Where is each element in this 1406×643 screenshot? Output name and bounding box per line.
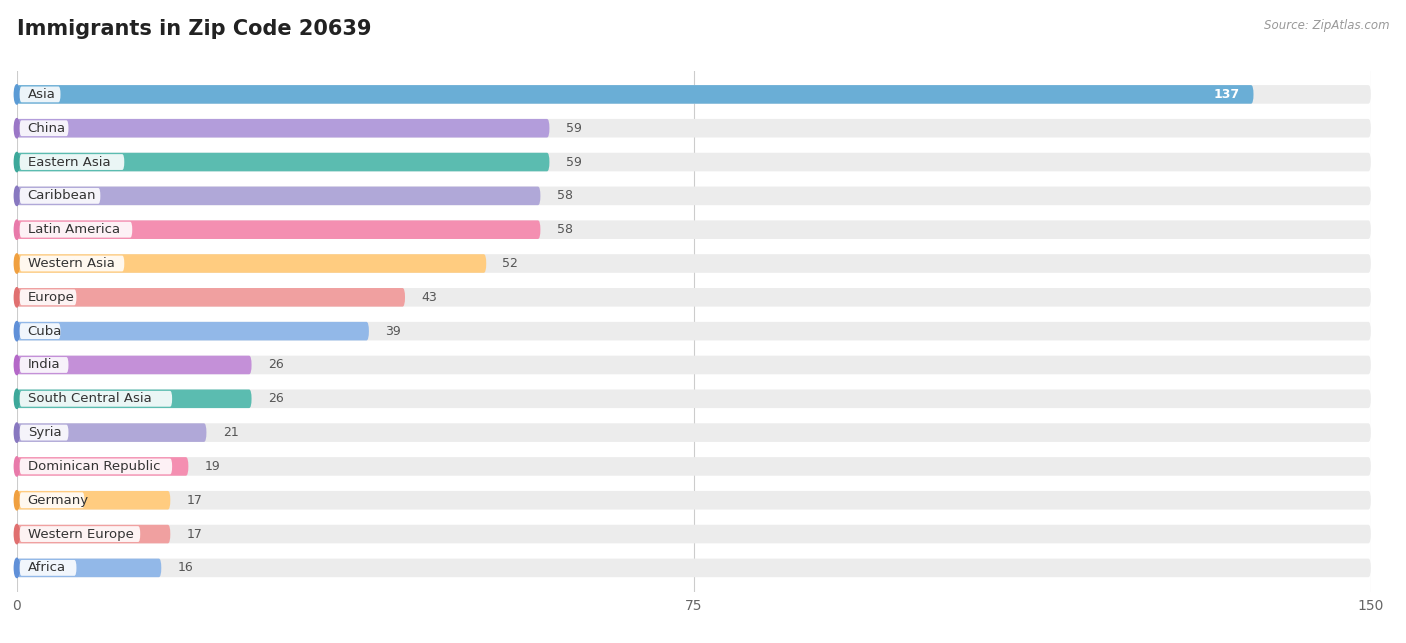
Text: 137: 137 <box>1213 88 1240 101</box>
Text: 26: 26 <box>267 358 284 372</box>
FancyBboxPatch shape <box>17 423 207 442</box>
FancyBboxPatch shape <box>17 186 540 205</box>
FancyBboxPatch shape <box>17 254 1371 273</box>
FancyBboxPatch shape <box>17 119 550 138</box>
Circle shape <box>14 389 20 408</box>
FancyBboxPatch shape <box>17 559 162 577</box>
FancyBboxPatch shape <box>17 288 1371 307</box>
Circle shape <box>14 287 20 307</box>
FancyBboxPatch shape <box>17 322 368 340</box>
FancyBboxPatch shape <box>17 525 1371 543</box>
Circle shape <box>14 457 20 476</box>
FancyBboxPatch shape <box>20 391 172 406</box>
Text: Western Europe: Western Europe <box>28 527 134 541</box>
FancyBboxPatch shape <box>17 423 1371 442</box>
FancyBboxPatch shape <box>17 390 1371 408</box>
FancyBboxPatch shape <box>17 491 170 509</box>
Circle shape <box>14 558 20 577</box>
Text: South Central Asia: South Central Asia <box>28 392 152 405</box>
FancyBboxPatch shape <box>17 153 1371 171</box>
FancyBboxPatch shape <box>20 323 60 339</box>
Text: 16: 16 <box>177 561 193 574</box>
Text: Eastern Asia: Eastern Asia <box>28 156 110 168</box>
FancyBboxPatch shape <box>20 256 124 271</box>
Text: 58: 58 <box>557 223 572 236</box>
FancyBboxPatch shape <box>17 153 550 171</box>
FancyBboxPatch shape <box>20 458 172 475</box>
Text: 59: 59 <box>565 122 582 135</box>
FancyBboxPatch shape <box>17 85 1371 104</box>
Text: 58: 58 <box>557 190 572 203</box>
FancyBboxPatch shape <box>20 222 132 238</box>
Circle shape <box>14 423 20 442</box>
Text: 39: 39 <box>385 325 401 338</box>
FancyBboxPatch shape <box>17 221 540 239</box>
Text: 17: 17 <box>187 527 202 541</box>
Text: Germany: Germany <box>28 494 89 507</box>
FancyBboxPatch shape <box>17 525 170 543</box>
Text: Africa: Africa <box>28 561 66 574</box>
Circle shape <box>14 152 20 172</box>
FancyBboxPatch shape <box>17 186 1371 205</box>
FancyBboxPatch shape <box>20 87 60 102</box>
FancyBboxPatch shape <box>20 120 69 136</box>
FancyBboxPatch shape <box>20 526 141 542</box>
Text: Dominican Republic: Dominican Republic <box>28 460 160 473</box>
Text: 21: 21 <box>222 426 239 439</box>
Text: Asia: Asia <box>28 88 56 101</box>
Circle shape <box>14 525 20 544</box>
Circle shape <box>14 322 20 341</box>
Text: Immigrants in Zip Code 20639: Immigrants in Zip Code 20639 <box>17 19 371 39</box>
FancyBboxPatch shape <box>17 119 1371 138</box>
FancyBboxPatch shape <box>20 188 100 204</box>
FancyBboxPatch shape <box>20 424 69 440</box>
FancyBboxPatch shape <box>17 457 1371 476</box>
FancyBboxPatch shape <box>17 356 252 374</box>
Circle shape <box>14 220 20 239</box>
Circle shape <box>14 85 20 104</box>
Circle shape <box>14 254 20 273</box>
FancyBboxPatch shape <box>17 491 1371 509</box>
FancyBboxPatch shape <box>20 154 124 170</box>
Text: 26: 26 <box>267 392 284 405</box>
FancyBboxPatch shape <box>20 560 76 575</box>
Text: Source: ZipAtlas.com: Source: ZipAtlas.com <box>1264 19 1389 32</box>
Text: Western Asia: Western Asia <box>28 257 114 270</box>
Text: 59: 59 <box>565 156 582 168</box>
FancyBboxPatch shape <box>17 322 1371 340</box>
Text: Cuba: Cuba <box>28 325 62 338</box>
Text: 43: 43 <box>422 291 437 304</box>
FancyBboxPatch shape <box>17 457 188 476</box>
FancyBboxPatch shape <box>17 85 1254 104</box>
Circle shape <box>14 186 20 206</box>
FancyBboxPatch shape <box>17 390 252 408</box>
FancyBboxPatch shape <box>17 254 486 273</box>
Text: Latin America: Latin America <box>28 223 120 236</box>
Text: Europe: Europe <box>28 291 75 304</box>
FancyBboxPatch shape <box>17 559 1371 577</box>
Text: China: China <box>28 122 66 135</box>
Text: Caribbean: Caribbean <box>28 190 96 203</box>
FancyBboxPatch shape <box>20 289 76 305</box>
Text: 19: 19 <box>205 460 221 473</box>
Circle shape <box>14 356 20 375</box>
FancyBboxPatch shape <box>17 288 405 307</box>
FancyBboxPatch shape <box>17 356 1371 374</box>
FancyBboxPatch shape <box>20 357 69 373</box>
Text: India: India <box>28 358 60 372</box>
FancyBboxPatch shape <box>17 221 1371 239</box>
FancyBboxPatch shape <box>20 493 84 508</box>
Text: 52: 52 <box>502 257 519 270</box>
Circle shape <box>14 118 20 138</box>
Text: Syria: Syria <box>28 426 62 439</box>
Text: 17: 17 <box>187 494 202 507</box>
Circle shape <box>14 491 20 510</box>
